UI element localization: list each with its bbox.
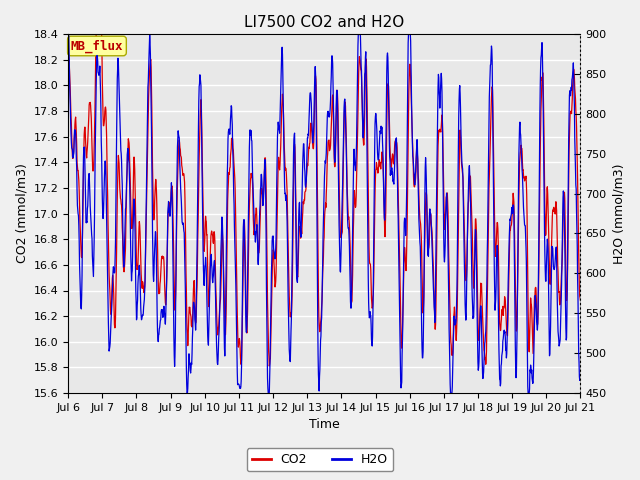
- CO2: [179, 168, 186, 173]
- CO2: [404, 137, 412, 143]
- H2O: [471, 258, 479, 264]
- H2O: [577, 377, 584, 383]
- H2O: [236, 385, 244, 391]
- Title: LI7500 CO2 and H2O: LI7500 CO2 and H2O: [244, 15, 404, 30]
- H2O: [516, 119, 524, 125]
- H2O: [183, 390, 191, 396]
- Line: CO2: CO2: [68, 34, 580, 366]
- X-axis label: Time: Time: [309, 419, 340, 432]
- H2O: [404, 76, 412, 82]
- Text: MB_flux: MB_flux: [70, 39, 124, 53]
- CO2: [236, 338, 244, 344]
- CO2: [92, 31, 100, 37]
- CO2: [471, 231, 479, 237]
- CO2: [64, 44, 72, 50]
- H2O: [178, 219, 186, 225]
- H2O: [64, 31, 72, 37]
- CO2: [577, 298, 584, 303]
- CO2: [516, 150, 524, 156]
- Legend: CO2, H2O: CO2, H2O: [247, 448, 393, 471]
- CO2: [166, 207, 174, 213]
- Y-axis label: CO2 (mmol/m3): CO2 (mmol/m3): [15, 164, 28, 264]
- Y-axis label: H2O (mmol/m3): H2O (mmol/m3): [612, 163, 625, 264]
- Line: H2O: H2O: [68, 34, 580, 393]
- H2O: [166, 206, 173, 212]
- CO2: [266, 363, 273, 369]
